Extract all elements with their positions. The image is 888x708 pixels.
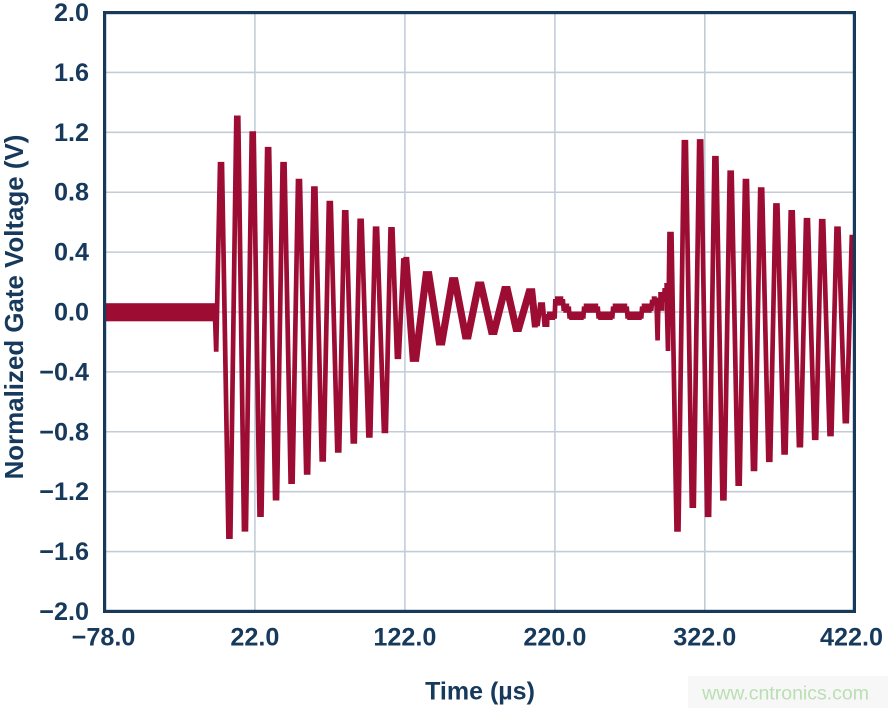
- svg-text:0.0: 0.0: [54, 299, 89, 327]
- svg-text:−1.6: −1.6: [39, 538, 89, 566]
- svg-text:122.0: 122.0: [373, 624, 436, 652]
- svg-text:422.0: 422.0: [820, 624, 883, 652]
- svg-text:Time (µs): Time (µs): [425, 678, 535, 706]
- svg-text:220.0: 220.0: [523, 624, 586, 652]
- svg-text:322.0: 322.0: [673, 624, 736, 652]
- svg-text:22.0: 22.0: [230, 624, 279, 652]
- svg-text:0.4: 0.4: [54, 239, 89, 267]
- svg-text:−0.8: −0.8: [39, 418, 89, 446]
- svg-text:www.cntronics.com: www.cntronics.com: [701, 683, 869, 705]
- svg-text:Normalized Gate Voltage (V): Normalized Gate Voltage (V): [1, 135, 29, 480]
- svg-text:−2.0: −2.0: [39, 598, 89, 626]
- svg-text:−0.4: −0.4: [39, 358, 89, 386]
- svg-text:−78.0: −78.0: [72, 624, 136, 652]
- svg-text:0.8: 0.8: [54, 179, 89, 207]
- svg-text:2.0: 2.0: [54, 0, 89, 27]
- svg-text:1.6: 1.6: [54, 59, 89, 87]
- svg-text:−1.2: −1.2: [39, 478, 89, 506]
- svg-text:1.2: 1.2: [54, 119, 89, 147]
